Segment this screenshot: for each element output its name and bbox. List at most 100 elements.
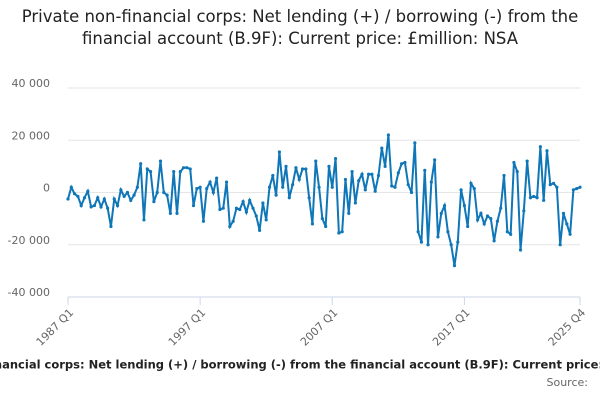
data-point (509, 232, 513, 236)
data-point (551, 181, 556, 185)
data-point (390, 184, 394, 188)
data-point (119, 188, 123, 192)
data-point (436, 235, 440, 239)
data-point (357, 179, 361, 183)
data-point (317, 185, 321, 189)
data-point (297, 177, 301, 182)
data-point (287, 196, 291, 200)
data-point (99, 205, 103, 209)
data-point (446, 230, 450, 234)
data-point (532, 194, 536, 199)
data-point (561, 211, 566, 215)
data-point (429, 180, 433, 184)
data-point (472, 186, 476, 191)
data-point (185, 166, 189, 170)
data-point (241, 200, 245, 204)
data-point (115, 203, 120, 208)
data-point (228, 224, 232, 229)
data-point (502, 173, 506, 178)
data-point (492, 239, 496, 243)
data-point (145, 167, 149, 171)
y-tick-label: 40 000 (12, 77, 51, 90)
data-point (482, 222, 486, 226)
data-point (396, 171, 400, 175)
data-point (575, 186, 579, 191)
data-point (426, 243, 430, 247)
data-point (264, 218, 268, 222)
data-point (248, 198, 252, 202)
data-point (274, 193, 278, 197)
data-point (89, 205, 93, 209)
data-point (327, 164, 331, 168)
data-point (320, 217, 324, 221)
data-point (168, 211, 172, 215)
data-point (135, 185, 139, 189)
data-point (515, 170, 519, 174)
data-point (522, 209, 526, 213)
data-point (340, 230, 344, 234)
data-point (76, 194, 80, 199)
data-point (525, 159, 529, 163)
data-point (370, 172, 374, 176)
data-point (403, 160, 407, 165)
data-point (251, 206, 255, 210)
data-point (343, 177, 348, 182)
data-point (188, 167, 192, 171)
y-tick-label: 20 000 (12, 129, 51, 142)
data-point (92, 203, 97, 208)
data-point (195, 186, 199, 191)
data-point (555, 185, 559, 189)
data-point (310, 222, 315, 226)
data-point (231, 219, 235, 223)
data-point (109, 224, 113, 229)
data-point (304, 167, 308, 171)
data-point (360, 172, 364, 176)
data-point (489, 217, 493, 221)
data-point (142, 218, 146, 222)
data-point (518, 248, 523, 252)
data-point (82, 196, 87, 200)
data-point (333, 156, 338, 161)
data-point (102, 197, 106, 201)
data-point (535, 196, 539, 200)
data-point (307, 196, 311, 200)
data-point (538, 145, 542, 149)
data-point (211, 190, 215, 195)
data-point (416, 230, 420, 234)
data-point (281, 185, 285, 189)
data-point (300, 167, 305, 171)
data-point (542, 198, 546, 202)
data-point (158, 159, 163, 163)
data-point (234, 206, 239, 210)
data-point (528, 196, 533, 200)
data-point (218, 207, 222, 212)
data-point (215, 176, 219, 180)
data-point (499, 206, 503, 210)
data-point (155, 190, 159, 195)
data-point (257, 228, 262, 232)
data-point (350, 170, 354, 174)
data-point (456, 240, 460, 244)
data-point (198, 185, 202, 189)
source: Source: (547, 376, 589, 389)
data-point (175, 211, 179, 215)
data-point (148, 170, 153, 174)
data-point (291, 183, 295, 187)
data-point (330, 185, 334, 189)
x-tick-label: 1987 Q1 (34, 306, 77, 349)
data-point (571, 188, 575, 192)
data-point (449, 243, 453, 247)
data-point (271, 173, 275, 178)
data-point (129, 198, 133, 202)
data-point (485, 214, 490, 218)
data-point (106, 206, 110, 210)
data-point (182, 166, 186, 170)
data-point (96, 196, 100, 200)
data-point (466, 224, 470, 229)
data-point (79, 203, 83, 208)
x-tick-label: 2007 Q1 (298, 306, 341, 349)
y-tick-label: -40 000 (8, 286, 50, 299)
data-point (568, 232, 572, 236)
data-point (479, 211, 483, 215)
